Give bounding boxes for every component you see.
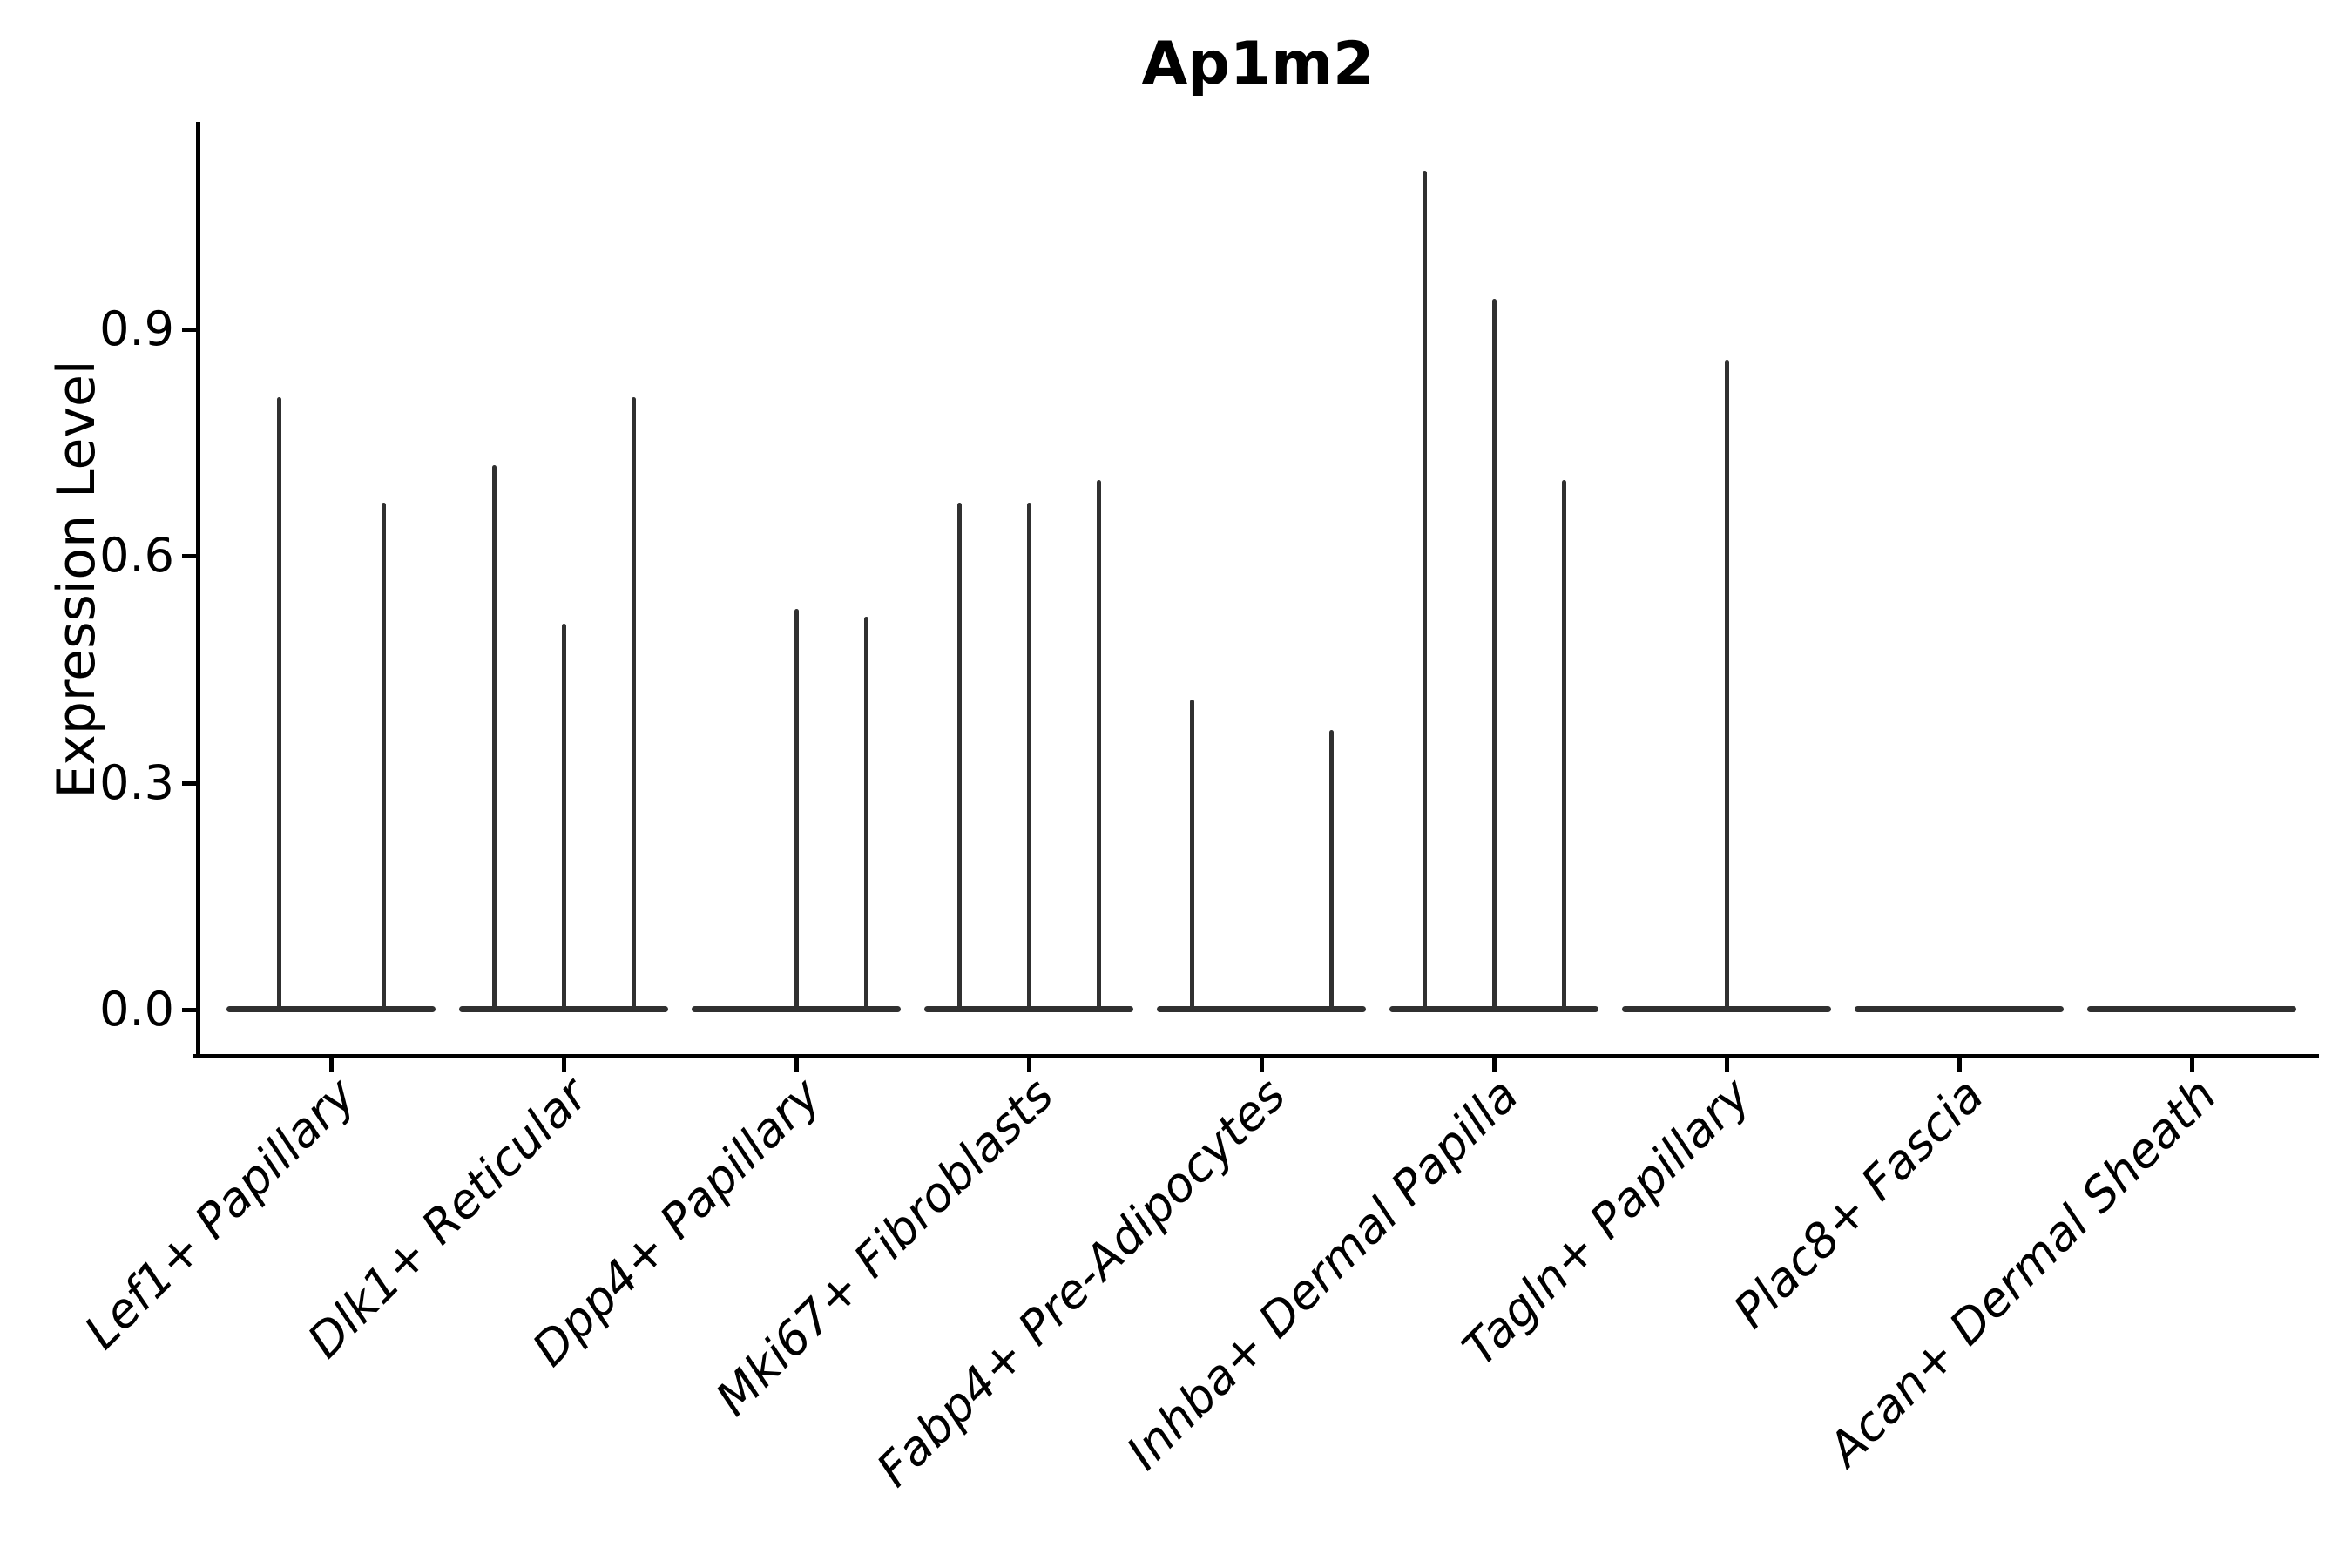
x-tick-mark [562, 1058, 566, 1072]
violin-spike [562, 624, 566, 1010]
violin-spike [1027, 503, 1031, 1010]
x-tick-mark [1492, 1058, 1497, 1072]
x-tick-mark [1957, 1058, 1962, 1072]
y-tick-label: 0.3 [99, 755, 174, 810]
violin-spike [1190, 700, 1194, 1010]
x-category-label: Acan+ Dermal Sheath [1817, 1067, 2227, 1477]
x-axis-line [193, 1054, 2319, 1058]
x-category-label: Inhba+ Dermal Papilla [1116, 1067, 1529, 1481]
y-tick-mark [182, 328, 196, 332]
violin-spike [1097, 480, 1101, 1010]
violin-spike [957, 503, 962, 1010]
y-tick-label: 0.0 [99, 982, 174, 1037]
violin-spike [864, 617, 868, 1010]
violin-spike [1562, 480, 1566, 1010]
y-tick-label: 0.6 [99, 528, 174, 583]
violin-baseline [1855, 1006, 2064, 1012]
violin-spike [1423, 171, 1427, 1010]
x-tick-mark [329, 1058, 334, 1072]
x-category-label: Plac8+ Fascia [1722, 1067, 1994, 1339]
plot-title: Ap1m2 [1141, 30, 1375, 98]
x-tick-mark [794, 1058, 799, 1072]
x-tick-mark [2190, 1058, 2194, 1072]
violin-spike [382, 503, 386, 1010]
violin-spike [492, 465, 497, 1010]
y-tick-mark [182, 1008, 196, 1012]
violin-baseline [1157, 1006, 1366, 1012]
violin-spike [1492, 299, 1497, 1010]
violin-spike [1329, 730, 1334, 1010]
y-tick-label: 0.9 [99, 301, 174, 356]
y-tick-mark [182, 554, 196, 558]
violin-spike [632, 397, 636, 1010]
violin-baseline [226, 1006, 436, 1012]
x-tick-mark [1725, 1058, 1729, 1072]
x-tick-mark [1027, 1058, 1031, 1072]
violin-spike [1725, 360, 1729, 1010]
violin-baseline [2087, 1006, 2296, 1012]
y-axis-line [196, 122, 200, 1058]
x-category-label: Fabp4+ Pre-Adipocytes [866, 1067, 1296, 1497]
y-axis-label: Expression Level [46, 360, 107, 799]
violin-spike [794, 609, 799, 1010]
x-tick-mark [1260, 1058, 1264, 1072]
y-tick-mark [182, 781, 196, 786]
violin-spike [277, 397, 281, 1010]
